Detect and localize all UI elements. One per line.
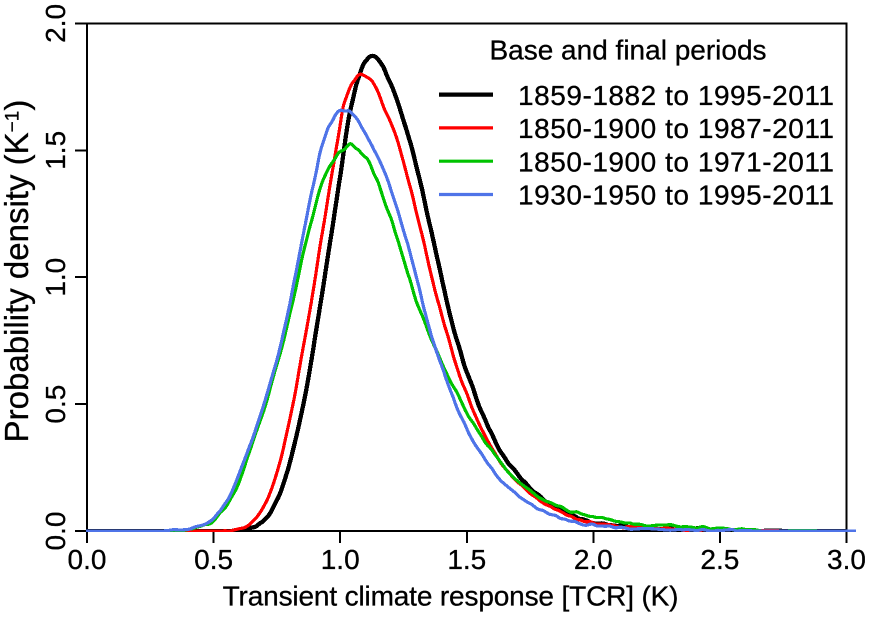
svg-text:0.5: 0.5	[40, 385, 71, 424]
svg-text:1.5: 1.5	[40, 131, 71, 170]
svg-text:3.0: 3.0	[827, 544, 866, 575]
svg-text:0.0: 0.0	[40, 512, 71, 551]
svg-text:2.0: 2.0	[574, 544, 613, 575]
svg-text:1.5: 1.5	[447, 544, 486, 575]
svg-text:Transient climate response [TC: Transient climate response [TCR] (K)	[223, 580, 679, 611]
svg-text:0.0: 0.0	[68, 544, 107, 575]
svg-text:Base and final periods: Base and final periods	[489, 35, 766, 66]
svg-text:0.5: 0.5	[194, 544, 233, 575]
svg-text:1859-1882 to 1995-2011: 1859-1882 to 1995-2011	[518, 80, 835, 111]
svg-text:1.0: 1.0	[40, 258, 71, 297]
svg-text:1850-1900 to 1987-2011: 1850-1900 to 1987-2011	[518, 113, 835, 144]
svg-text:2.0: 2.0	[40, 4, 71, 43]
svg-text:2.5: 2.5	[700, 544, 739, 575]
svg-text:Probability density (K−1): Probability density (K−1)	[0, 100, 35, 443]
svg-text:1.0: 1.0	[321, 544, 360, 575]
svg-text:1850-1900 to 1971-2011: 1850-1900 to 1971-2011	[518, 146, 835, 177]
svg-text:1930-1950 to 1995-2011: 1930-1950 to 1995-2011	[518, 180, 835, 211]
